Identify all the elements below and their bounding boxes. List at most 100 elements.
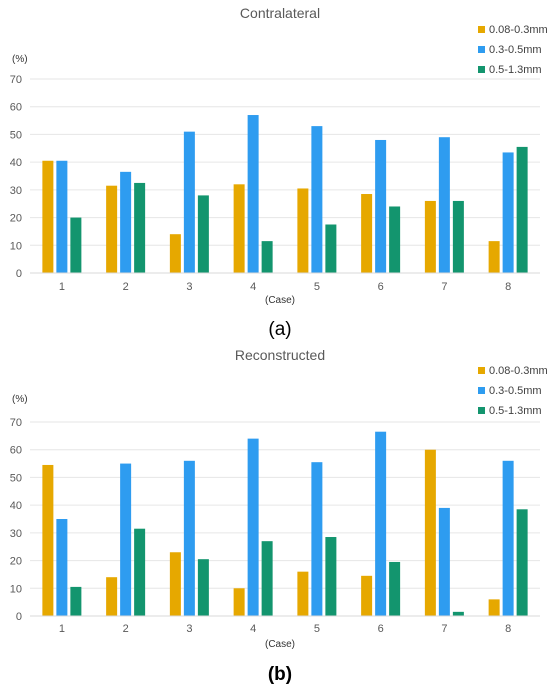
bar [120,463,132,616]
bar [452,200,464,273]
bar [233,184,245,273]
bar [247,115,259,274]
x-tick-label: 1 [59,623,65,635]
y-tick-label: 20 [10,556,22,568]
bar [311,126,323,273]
bar [438,507,450,616]
bar [488,599,500,616]
bar [297,188,309,273]
gridlines [30,421,540,589]
y-tick-label: 50 [10,472,22,484]
y-tick-label: 0 [16,611,22,623]
bar [424,200,436,273]
bar [120,171,132,273]
x-tick-label: 8 [505,281,511,293]
bar [325,224,337,273]
legend-swatch [478,46,485,53]
legend-label: 0.08-0.3mm [489,365,548,377]
y-tick-label: 40 [10,157,22,169]
x-tick-label: 5 [314,623,320,635]
bar [488,241,500,273]
y-tick-label: 30 [10,185,22,197]
bar [197,559,209,616]
bar [56,160,68,273]
y-unit-label: (%) [12,394,28,405]
bar [247,438,259,616]
bar [297,571,309,616]
y-tick-label: 10 [10,583,22,595]
y-unit-label: (%) [12,54,28,65]
chart-reconstructed: Reconstructed (%) 0 10 20 30 40 50 60 70 1 2 3 4 5 6… [10,347,548,685]
x-tick-label: 2 [123,281,129,293]
legend-label: 0.3-0.5mm [489,44,542,56]
y-tick-labels: 0 10 20 30 40 50 60 70 [10,417,22,623]
bar [233,588,245,616]
bar [169,234,181,273]
bar [261,241,273,273]
x-tick-label: 3 [186,281,192,293]
bar [311,462,323,616]
bar [375,431,387,616]
x-tick-label: 3 [186,623,192,635]
y-tick-label: 70 [10,417,22,429]
legend-label: 0.08-0.3mm [489,24,548,36]
x-axis-label: (Case) [265,295,295,306]
bars [42,431,528,616]
legend-swatch [478,26,485,33]
chart-contralateral: Contralateral (%) 0 10 20 30 40 50 60 70 1 2 3 4 5 6… [10,5,548,340]
x-tick-label: 1 [59,281,65,293]
bar [452,611,464,616]
y-tick-label: 40 [10,500,22,512]
chart-title: Contralateral [240,5,320,21]
panel-label: (a) [268,319,291,340]
legend-label: 0.5-1.3mm [489,64,542,76]
x-axis-label: (Case) [265,639,295,650]
bar [261,541,273,616]
bar [134,528,146,616]
bar [169,552,181,616]
bar [389,561,401,616]
bar [106,185,118,273]
legend-swatch [478,387,485,394]
x-tick-label: 4 [250,623,256,635]
bar [424,449,436,616]
bar [42,160,54,273]
y-tick-label: 70 [10,74,22,86]
y-tick-label: 60 [10,102,22,114]
y-tick-label: 20 [10,213,22,225]
legend-label: 0.5-1.3mm [489,405,542,417]
chart-title: Reconstructed [235,347,325,363]
y-tick-labels: 0 10 20 30 40 50 60 70 [10,74,22,280]
bar [197,195,209,273]
legend-swatch [478,66,485,73]
y-tick-label: 60 [10,445,22,457]
x-tick-label: 7 [441,623,447,635]
bar [361,194,373,273]
x-tick-label: 8 [505,623,511,635]
bars [42,115,528,274]
legend: 0.08-0.3mm 0.3-0.5mm 0.5-1.3mm [478,24,548,76]
legend-swatch [478,367,485,374]
bar [56,519,68,616]
bar [106,577,118,616]
bar [325,537,337,616]
x-tick-label: 7 [441,281,447,293]
x-tick-label: 6 [378,281,384,293]
x-tick-label: 6 [378,623,384,635]
legend-swatch [478,407,485,414]
x-tick-label: 4 [250,281,256,293]
bar [516,146,528,273]
x-tick-labels: 1 2 3 4 5 6 7 8 [59,623,511,635]
bar [134,182,146,273]
y-tick-label: 10 [10,240,22,252]
legend-label: 0.3-0.5mm [489,385,542,397]
bar [438,137,450,273]
x-tick-labels: 1 2 3 4 5 6 7 8 [59,281,511,293]
bar [70,586,82,616]
bar [502,152,514,273]
panel-label: (b) [268,664,292,685]
legend: 0.08-0.3mm 0.3-0.5mm 0.5-1.3mm [478,365,548,417]
y-tick-label: 50 [10,129,22,141]
x-tick-label: 2 [123,623,129,635]
y-tick-label: 30 [10,528,22,540]
